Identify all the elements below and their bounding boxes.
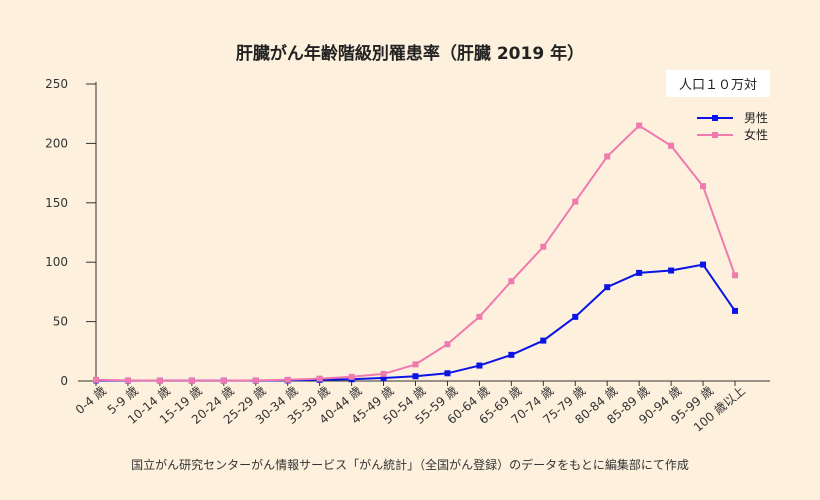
data-point-1 [732, 272, 738, 279]
data-point-1 [508, 278, 515, 285]
data-point-0 [444, 370, 451, 377]
source-note: 国立がん研究センターがん情報サービス「がん統計」（全国がん登録）のデータをもとに… [131, 457, 689, 472]
data-point-1 [252, 377, 259, 384]
legend-item-male: 男性 [697, 111, 768, 125]
series-line-1 [95, 124, 736, 382]
y-tick-label: 50 [53, 315, 68, 329]
unit-box: 人口１０万対 [666, 70, 770, 97]
data-point-0 [476, 362, 483, 369]
data-point-0 [508, 351, 515, 358]
unit-label: 人口１０万対 [679, 78, 757, 93]
data-point-1 [668, 142, 675, 149]
data-point-1 [412, 361, 419, 368]
data-point-1 [220, 377, 227, 384]
data-point-0 [636, 269, 643, 276]
legend-male-marker [712, 115, 718, 121]
y-tick-label: 250 [45, 77, 68, 91]
y-tick-label: 100 [45, 255, 68, 269]
data-point-1 [636, 122, 643, 129]
data-point-1 [124, 377, 131, 384]
data-point-0 [668, 267, 675, 274]
y-axis: 0 50 100 150 200 250 [45, 77, 97, 388]
data-point-0 [604, 284, 611, 291]
data-point-0 [572, 313, 579, 320]
chart-title: 肝臓がん年齢階級別罹患率（肝臓 2019 年） [236, 43, 584, 64]
data-point-1 [572, 198, 579, 205]
data-point-1 [476, 313, 483, 320]
x-tick-label: 0-4 歳 [73, 384, 109, 417]
data-point-1 [700, 183, 707, 190]
data-point-1 [188, 377, 195, 384]
data-point-0 [732, 307, 738, 314]
unit-box-bg [666, 70, 770, 97]
data-point-1 [604, 153, 611, 160]
data-point-1 [284, 376, 291, 383]
data-point-1 [380, 370, 387, 377]
data-point-0 [412, 373, 419, 380]
legend-male-label: 男性 [744, 111, 768, 125]
data-point-1 [156, 377, 163, 384]
y-tick-label: 200 [45, 136, 68, 150]
data-point-1 [444, 341, 451, 348]
data-point-0 [540, 337, 547, 344]
data-point-1 [316, 375, 323, 382]
data-point-1 [540, 243, 547, 250]
x-axis: 0-4 歳5-9 歳10-14 歳15-19 歳20-24 歳25-29 歳30… [73, 380, 770, 435]
data-point-0 [380, 375, 387, 382]
y-tick-label: 0 [60, 374, 68, 388]
series-layer [93, 122, 738, 384]
data-point-1 [348, 373, 355, 380]
legend: 男性 女性 [697, 111, 768, 142]
data-point-0 [700, 261, 707, 268]
data-point-1 [93, 376, 99, 383]
y-tick-label: 150 [45, 196, 68, 210]
legend-female-label: 女性 [744, 127, 768, 142]
legend-female-marker [712, 132, 718, 138]
legend-item-female: 女性 [697, 127, 768, 142]
